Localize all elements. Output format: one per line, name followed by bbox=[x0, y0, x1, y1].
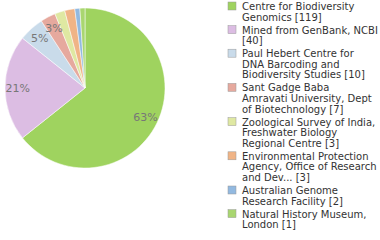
legend-label: Natural History Museum,London [1] bbox=[242, 209, 366, 231]
legend-label: Zoological Survey of India,Freshwater Bi… bbox=[242, 117, 375, 149]
legend-label: Mined from GenBank, NCBI[40] bbox=[242, 25, 378, 47]
legend-label: Australian GenomeResearch Facility [2] bbox=[242, 185, 343, 207]
data-labels: 63%21%5%3% bbox=[6, 22, 158, 124]
slice bbox=[80, 8, 85, 88]
chart: 63%21%5%3%Centre for BiodiversityGenomic… bbox=[0, 0, 380, 240]
legend-swatch bbox=[228, 83, 236, 91]
data-label: 3% bbox=[45, 22, 62, 35]
legend-label: Environmental ProtectionAgency, Office o… bbox=[242, 151, 377, 183]
legend-label: Sant Gadge BabaAmravati University, Dept… bbox=[242, 82, 372, 114]
legend-swatch bbox=[228, 118, 236, 126]
slice bbox=[65, 9, 85, 88]
pie bbox=[5, 8, 165, 168]
data-label: 21% bbox=[6, 82, 30, 95]
legend: Centre for BiodiversityGenomics [119]Min… bbox=[228, 1, 378, 230]
legend-swatch bbox=[228, 210, 236, 218]
data-label: 63% bbox=[133, 111, 157, 124]
legend-swatch bbox=[228, 186, 236, 194]
legend-swatch bbox=[228, 49, 236, 57]
legend-swatch bbox=[228, 26, 236, 34]
slice bbox=[75, 8, 85, 88]
legend-swatch bbox=[228, 2, 236, 10]
legend-swatch bbox=[228, 152, 236, 160]
legend-label: Centre for BiodiversityGenomics [119] bbox=[242, 1, 355, 23]
legend-label: Paul Hebert Centre forDNA Barcoding andB… bbox=[242, 48, 365, 80]
